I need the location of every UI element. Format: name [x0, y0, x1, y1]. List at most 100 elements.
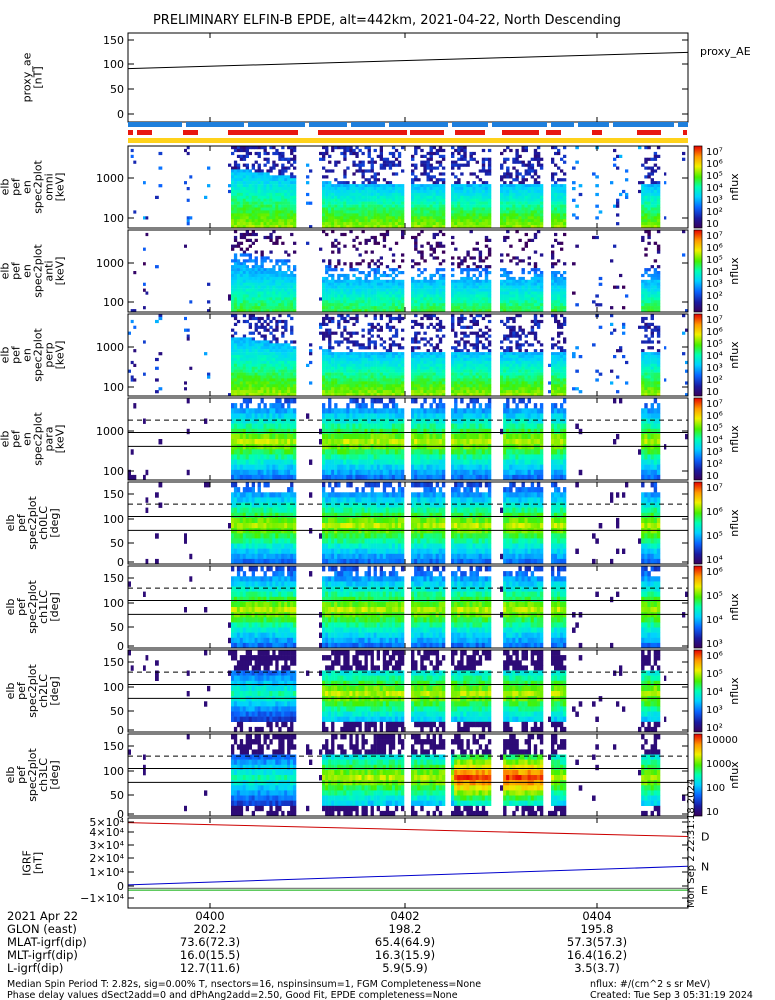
cell	[394, 294, 399, 298]
cell	[334, 201, 338, 205]
cell	[530, 163, 535, 167]
cell	[361, 201, 365, 205]
cell	[557, 300, 561, 304]
cell	[281, 184, 285, 188]
y-axis-label: [nT]	[32, 66, 45, 88]
cell	[228, 294, 232, 298]
cell	[251, 381, 255, 385]
cell	[560, 210, 564, 214]
cell	[328, 273, 332, 278]
cell	[242, 181, 247, 185]
cell	[328, 381, 332, 385]
cell	[251, 222, 255, 226]
cell	[328, 184, 332, 188]
cell	[622, 189, 626, 194]
cell	[527, 309, 531, 313]
cell	[254, 184, 258, 188]
cell	[343, 291, 347, 295]
cell	[435, 244, 440, 248]
cell	[506, 273, 510, 278]
cell	[343, 201, 347, 205]
cell	[331, 297, 335, 301]
cell	[364, 219, 368, 223]
cell	[521, 160, 525, 164]
cell	[572, 213, 576, 217]
cell	[647, 309, 651, 313]
cell	[429, 247, 433, 251]
cell	[233, 204, 238, 208]
cell	[236, 366, 241, 370]
cell	[328, 309, 332, 313]
cell	[325, 357, 329, 362]
cell	[325, 334, 329, 338]
cell	[394, 172, 399, 176]
cell	[394, 297, 399, 301]
cell	[411, 366, 415, 370]
cell	[420, 160, 424, 164]
cell	[290, 349, 294, 353]
cell	[254, 222, 258, 226]
cell	[269, 378, 273, 382]
cell	[647, 201, 651, 205]
cell	[426, 207, 430, 211]
cell	[281, 378, 285, 382]
cell	[251, 241, 255, 245]
proxy-ae-line	[127, 51, 689, 70]
cell	[563, 300, 567, 304]
cell	[184, 244, 187, 248]
cell	[391, 366, 396, 370]
cell	[322, 230, 326, 234]
cell	[515, 294, 519, 298]
cell	[435, 192, 440, 197]
cell	[515, 306, 519, 310]
cell	[331, 201, 335, 205]
cell	[432, 285, 436, 289]
cell	[263, 309, 267, 313]
cell	[275, 319, 279, 324]
cell	[487, 225, 492, 229]
cell	[355, 316, 359, 321]
cell	[245, 201, 249, 205]
cell	[481, 213, 486, 217]
cell	[358, 285, 362, 289]
cell	[245, 192, 249, 197]
cell	[248, 285, 252, 289]
cell	[557, 204, 561, 208]
cell	[481, 222, 486, 226]
cell	[466, 294, 470, 298]
cell	[242, 340, 247, 344]
cell	[401, 253, 405, 257]
cell	[463, 309, 467, 313]
cell	[370, 306, 374, 310]
cell	[417, 204, 421, 208]
cell	[521, 181, 525, 185]
cell	[539, 273, 544, 278]
cell	[388, 279, 393, 283]
cell	[527, 271, 531, 275]
cell	[233, 357, 238, 362]
cell	[475, 216, 479, 220]
cell	[257, 319, 261, 324]
cell	[367, 294, 371, 298]
cell	[650, 219, 654, 223]
cell	[475, 291, 479, 295]
cell	[260, 369, 264, 373]
cell	[293, 148, 297, 153]
cell	[417, 187, 421, 191]
cell	[432, 181, 436, 185]
cell	[355, 369, 359, 373]
cell	[512, 306, 516, 310]
cell	[290, 331, 294, 335]
cell	[284, 219, 288, 223]
cell	[438, 189, 443, 194]
cell	[275, 306, 279, 310]
cell	[254, 328, 258, 332]
cell	[290, 219, 294, 223]
cell	[376, 303, 380, 307]
cell	[231, 393, 235, 397]
cell	[290, 189, 294, 194]
cell	[278, 390, 282, 394]
cell	[325, 198, 329, 202]
cell	[503, 294, 507, 298]
cell	[457, 148, 461, 153]
